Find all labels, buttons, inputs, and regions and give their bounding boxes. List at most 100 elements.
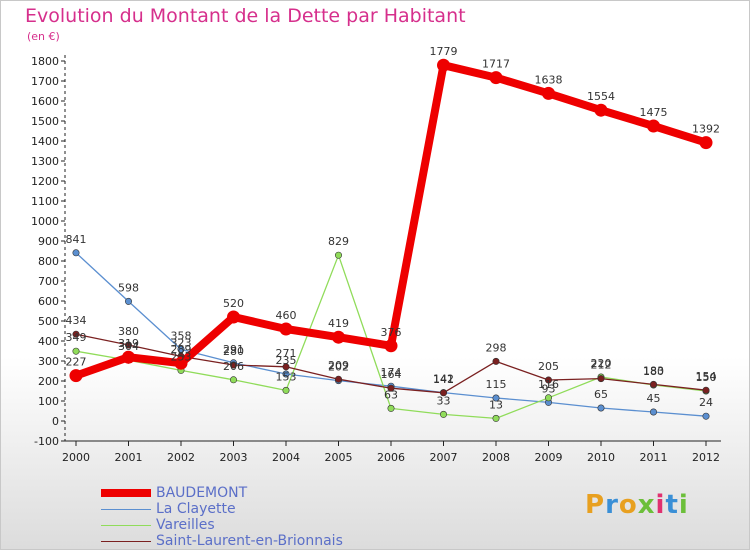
- data-label: 65: [594, 388, 608, 401]
- proxiti-logo: Proxiti: [585, 490, 689, 520]
- data-label: 841: [66, 233, 87, 246]
- x-tick-label: 2008: [482, 451, 510, 464]
- legend-swatch: [101, 541, 151, 542]
- data-label: 180: [643, 365, 664, 378]
- data-point: [597, 375, 605, 383]
- data-point: [230, 376, 238, 384]
- y-tick-label: 1600: [31, 95, 59, 108]
- x-tick-label: 2009: [535, 451, 563, 464]
- data-label: 460: [276, 309, 297, 322]
- x-tick-label: 2007: [430, 451, 458, 464]
- chart-title: Evolution du Montant de la Dette par Hab…: [25, 5, 466, 27]
- data-point: [282, 363, 290, 371]
- logo-letter: x: [637, 490, 656, 520]
- data-label: 220: [591, 357, 612, 370]
- y-tick-label: 1200: [31, 175, 59, 188]
- data-point: [174, 356, 188, 370]
- data-label: 154: [696, 370, 717, 383]
- data-label: 183: [643, 364, 664, 377]
- y-tick-label: 1800: [31, 55, 59, 68]
- data-point: [282, 370, 290, 378]
- data-point: [279, 322, 293, 336]
- data-label: 1475: [640, 106, 668, 119]
- x-tick-label: 2003: [220, 451, 248, 464]
- data-label: 1717: [482, 58, 510, 71]
- data-label: 13: [489, 398, 503, 411]
- data-label: 349: [66, 331, 87, 344]
- data-label: 271: [276, 347, 297, 360]
- data-label: 227: [66, 356, 87, 369]
- logo-letter: r: [605, 490, 619, 520]
- data-label: 153: [276, 370, 297, 383]
- data-point: [647, 119, 660, 133]
- data-point: [72, 347, 80, 355]
- data-point: [542, 86, 555, 100]
- x-tick-label: 2010: [587, 451, 615, 464]
- data-label: 419: [328, 317, 349, 330]
- data-label: 63: [384, 388, 398, 401]
- data-label: 24: [699, 396, 713, 409]
- y-tick-label: 300: [38, 355, 59, 368]
- data-label: 174: [381, 366, 402, 379]
- data-label: 1779: [430, 45, 458, 58]
- x-tick-label: 2002: [167, 451, 195, 464]
- y-tick-label: 800: [38, 255, 59, 268]
- data-label: 141: [433, 373, 454, 386]
- data-point: [125, 297, 133, 305]
- data-point: [544, 394, 552, 402]
- data-label: 205: [538, 360, 559, 373]
- data-point: [387, 384, 395, 392]
- data-label: 206: [223, 360, 244, 373]
- data-point: [492, 414, 500, 422]
- data-point: [492, 357, 500, 365]
- data-label: 150: [696, 371, 717, 384]
- data-label: 291: [223, 343, 244, 356]
- data-point: [72, 249, 80, 257]
- data-label: 116: [538, 378, 559, 391]
- data-label: 598: [118, 281, 139, 294]
- data-label: 520: [223, 297, 244, 310]
- y-tick-label: 1100: [31, 195, 59, 208]
- data-point: [230, 361, 238, 369]
- logo-letter: i: [655, 490, 666, 520]
- legend-swatch: [101, 509, 151, 510]
- data-point: [387, 404, 395, 412]
- data-label: 1392: [692, 123, 720, 136]
- data-label: 434: [66, 314, 87, 327]
- y-tick-label: 900: [38, 235, 59, 248]
- data-label: 298: [486, 341, 507, 354]
- x-tick-label: 2006: [377, 451, 405, 464]
- data-point: [122, 350, 135, 364]
- y-tick-label: 700: [38, 275, 59, 288]
- data-label: 376: [381, 326, 402, 339]
- data-point: [544, 376, 552, 384]
- x-tick-label: 2011: [640, 451, 668, 464]
- data-label: 280: [223, 345, 244, 358]
- x-tick-label: 2000: [62, 451, 90, 464]
- data-point: [649, 380, 657, 388]
- data-point: [597, 404, 605, 412]
- data-point: [492, 394, 500, 402]
- y-tick-label: 1000: [31, 215, 59, 228]
- data-point: [384, 339, 398, 353]
- data-label: 115: [486, 378, 507, 391]
- data-label: 304: [118, 340, 139, 353]
- legend-label: Vareilles: [156, 517, 215, 533]
- data-point: [699, 136, 713, 150]
- data-label: 202: [328, 361, 349, 374]
- data-point: [72, 330, 80, 338]
- y-tick-label: 200: [38, 375, 59, 388]
- data-point: [437, 58, 450, 72]
- data-point: [282, 386, 290, 394]
- legend-swatch: [101, 489, 151, 497]
- data-label: 142: [433, 373, 454, 386]
- logo-letter: o: [618, 490, 638, 520]
- data-label: 93: [542, 382, 556, 395]
- data-label: 323: [171, 336, 192, 349]
- data-point: [439, 410, 447, 418]
- data-point: [649, 408, 657, 416]
- y-tick-label: -100: [34, 435, 59, 448]
- logo-letter: P: [585, 490, 606, 520]
